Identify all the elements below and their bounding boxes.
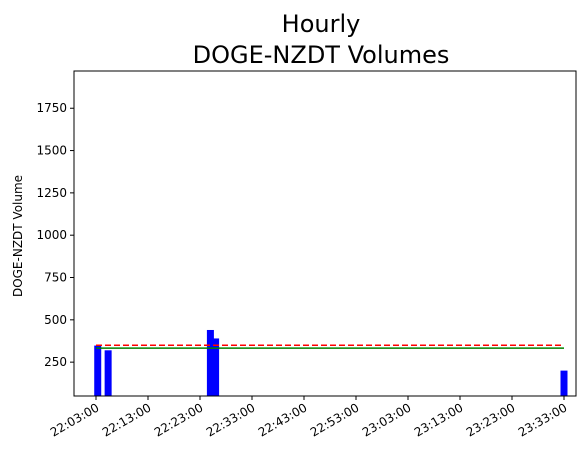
y-tick-label-750: 750 [44, 271, 67, 285]
y-tick-label-1750: 1750 [36, 101, 67, 115]
bar-3 [212, 338, 220, 396]
x-tick-label-9: 23:33:00 [516, 400, 570, 439]
x-tick-label-6: 23:03:00 [360, 400, 414, 439]
chart-title-line-2: DOGE-NZDT Volumes [193, 41, 450, 69]
x-tick-label-7: 23:13:00 [412, 400, 466, 439]
bar-2 [206, 329, 214, 396]
plot-frame [73, 70, 577, 397]
x-tick-label-0: 22:03:00 [48, 400, 102, 439]
y-axis-label: DOGE-NZDT Volume [11, 175, 25, 297]
x-tick-label-5: 22:53:00 [308, 400, 362, 439]
y-tick-label-1250: 1250 [36, 186, 67, 200]
x-tick-label-3: 22:33:00 [204, 400, 258, 439]
bar-4 [560, 370, 568, 396]
bar-1 [104, 350, 112, 396]
bar-0 [94, 345, 102, 396]
chart-title-line-1: Hourly [282, 10, 361, 38]
y-tick-label-1000: 1000 [36, 228, 67, 242]
y-tick-label-250: 250 [44, 355, 67, 369]
x-tick-label-2: 22:23:00 [152, 400, 206, 439]
x-tick-label-4: 22:43:00 [256, 400, 310, 439]
y-tick-label-500: 500 [44, 313, 67, 327]
x-tick-label-8: 23:23:00 [464, 400, 518, 439]
x-tick-label-1: 22:13:00 [100, 400, 154, 439]
y-tick-label-1500: 1500 [36, 144, 67, 158]
plot-area: 250 500 750 1000 1250 1500 1750 22:03:0022:13:0… [36, 70, 577, 440]
